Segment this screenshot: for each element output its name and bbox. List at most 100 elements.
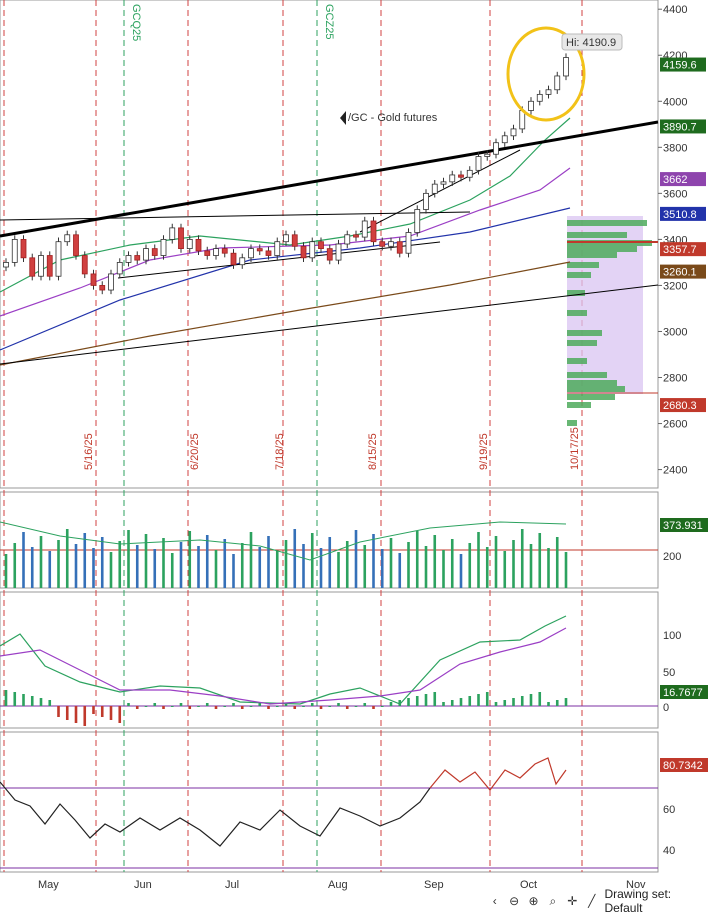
- histogram-bar: [328, 706, 332, 707]
- trendline-resistance: [0, 211, 471, 221]
- histogram-bar: [547, 702, 550, 706]
- histogram-bar: [345, 706, 349, 709]
- histogram-bar: [22, 694, 25, 706]
- indicator-tick-label: 100: [663, 630, 681, 642]
- rsi-tag-label: 80.7342: [663, 760, 703, 772]
- candle-body: [239, 257, 246, 266]
- drawing-set-label[interactable]: Drawing set: Default: [604, 887, 672, 915]
- histogram-bar: [468, 696, 472, 706]
- month-label: Jun: [134, 879, 152, 891]
- candle-body: [449, 174, 456, 183]
- candle-body: [178, 227, 184, 250]
- volume-bar: [424, 546, 428, 588]
- volume-bar: [477, 532, 480, 588]
- zoom-in-icon[interactable]: ⊕: [528, 894, 539, 908]
- candle-body: [73, 234, 79, 256]
- trendline-long: [0, 284, 659, 365]
- date-marker-label: 6/20/25: [189, 433, 201, 470]
- histogram-bar: [144, 706, 148, 707]
- candle-body: [20, 238, 27, 259]
- candle-body: [204, 250, 211, 256]
- histogram-bar: [415, 696, 419, 706]
- histogram-bar: [398, 700, 402, 706]
- volume-bar: [197, 546, 200, 588]
- volume-bar: [127, 530, 130, 588]
- volume-bar: [74, 544, 78, 588]
- price-tick-label: 2600: [663, 419, 687, 431]
- volume-profile-bar: [567, 386, 625, 392]
- candle-body: [414, 209, 421, 233]
- volume-bar: [13, 543, 17, 588]
- volume-profile-bar: [567, 380, 617, 386]
- histogram-bar: [100, 706, 104, 717]
- volume-bar: [538, 533, 542, 588]
- candle-body: [81, 255, 88, 275]
- histogram-bar: [83, 706, 87, 726]
- price-axis: 4400420040003800360034003200300028002600…: [658, 4, 706, 477]
- candle-body: [169, 227, 176, 240]
- histogram-bar: [284, 703, 288, 706]
- month-label: Oct: [520, 879, 537, 891]
- volume-bar: [170, 553, 174, 588]
- candle-body: [528, 100, 534, 111]
- month-label: Jul: [225, 879, 239, 891]
- price-tag-label: 3260.1: [663, 267, 697, 279]
- volume-bar: [232, 554, 235, 588]
- candle-body: [108, 273, 114, 291]
- draw-line-icon[interactable]: ╱: [588, 894, 596, 908]
- bottom-toolbar: ‹ ⊖ ⊕ ⌕ ✛ ╱ Drawing set: Default: [488, 887, 708, 915]
- price-tag-label: 3357.7: [663, 244, 697, 256]
- search-icon[interactable]: ⌕: [549, 893, 557, 908]
- price-tag: [660, 206, 706, 221]
- histogram-bar: [48, 700, 52, 706]
- histogram-bar: [538, 692, 542, 706]
- panel-frame: [0, 0, 659, 489]
- volume-profile-bar: [567, 330, 602, 336]
- histogram-bar: [407, 698, 410, 706]
- hi-label-box: [561, 33, 623, 51]
- volume-profile-bar: [567, 402, 591, 408]
- crosshair-icon[interactable]: ✛: [567, 894, 578, 908]
- zoom-out-icon[interactable]: ⊖: [509, 894, 520, 908]
- histogram-bar: [442, 702, 445, 706]
- volume-bar: [39, 536, 43, 588]
- volume-bar: [415, 531, 419, 588]
- candle-body: [3, 262, 9, 268]
- candle-body: [370, 220, 377, 243]
- symbol-label: /GC - Gold futures: [348, 112, 438, 124]
- candle-body: [46, 255, 53, 277]
- histogram-bar: [293, 706, 297, 709]
- histogram-bar: [319, 706, 323, 709]
- candle-body: [423, 192, 429, 210]
- month-label: Nov: [626, 879, 646, 891]
- price-tag-label: 4159.6: [663, 60, 697, 72]
- histogram-bar: [135, 706, 139, 709]
- histogram-bar: [564, 698, 568, 706]
- volume-bar: [345, 541, 349, 588]
- volume-profile-bar: [567, 252, 617, 258]
- candle-body: [64, 234, 71, 243]
- month-axis: May Jun Jul Aug Sep Oct Nov: [38, 879, 646, 891]
- volume-bar: [65, 529, 69, 588]
- histogram-bar: [109, 706, 113, 720]
- candle-body: [11, 238, 18, 263]
- month-label: Aug: [328, 879, 348, 891]
- trendline-support: [117, 241, 441, 279]
- price-tick-label: 4000: [663, 96, 687, 108]
- volume-bar: [118, 541, 122, 588]
- candle-body: [300, 245, 307, 259]
- volume-profile-bar: [567, 290, 585, 296]
- volume-bar: [468, 543, 472, 588]
- candle-body: [554, 75, 561, 91]
- histogram-bar: [275, 706, 279, 707]
- rsi-tick-label: 40: [663, 845, 675, 857]
- histogram-bar: [39, 698, 43, 706]
- histogram-bar: [310, 703, 314, 706]
- back-icon[interactable]: ‹: [492, 894, 497, 908]
- volume-profile-bar: [567, 246, 637, 252]
- volume-average-line: [0, 521, 567, 561]
- histogram-bar: [555, 700, 559, 706]
- histogram-bar: [118, 706, 122, 723]
- histogram-bar: [92, 706, 95, 714]
